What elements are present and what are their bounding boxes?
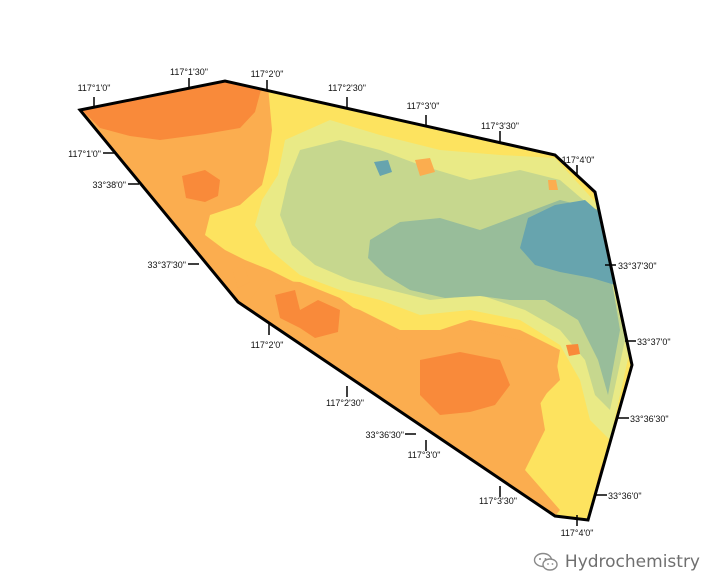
tick-label-top-3: 117°2'0" [251,69,284,79]
zone-mid-high-spot-northeast [548,180,558,190]
zone-mid-high-spot-west [232,266,250,288]
tick-label-top-5: 117°3'0" [407,101,440,111]
tick-label-top-7: 117°4'0" [562,155,595,165]
zone-lowest-spot [374,160,392,176]
tick-label-left-5: 117°2'30" [326,398,364,408]
tick-label-left-9: 117°4'0" [561,528,594,538]
watermark-text: Hydrochemistry [564,552,700,572]
zone-lowest [520,200,615,285]
tick-label-right-2: 33°37'0" [637,337,671,347]
tick-label-right-4: 33°36'0" [608,491,642,501]
tick-label-right-1: 33°37'30" [618,261,657,271]
study-area-boundary [77,79,634,522]
tick-label-top-1: 117°1'0" [78,83,111,93]
watermark: Hydrochemistry [533,552,700,572]
ticks-top [93,78,578,176]
tick-label-left-4: 117°2'0" [251,340,284,350]
tick-label-left-3: 33°37'30" [147,260,186,270]
tick-label-left-6: 33°36'30" [365,430,404,440]
zone-mid-high-spot-north [415,158,435,176]
tick-label-left-1: 117°1'0" [68,149,101,159]
ticks-left [103,152,578,526]
zone-high-center-south [420,352,510,415]
tick-label-left-2: 33°38'0" [92,180,126,190]
wechat-icon [533,552,558,571]
tick-label-top-4: 117°2'30" [328,83,366,93]
zone-high-west-blob [182,170,220,202]
zone-high-southwest [275,290,340,338]
zone-mid-high-south [238,280,560,516]
zone-high-spot-east [566,344,580,356]
zone-high-northwest [80,81,262,140]
tick-label-top-2: 117°1'30" [170,67,208,77]
tick-label-left-8: 117°3'30" [479,496,517,506]
tick-label-left-7: 117°3'0" [408,450,441,460]
tick-label-right-3: 33°36'30" [630,414,669,424]
ticks-right [596,264,636,496]
tick-label-top-6: 117°3'30" [481,121,519,131]
